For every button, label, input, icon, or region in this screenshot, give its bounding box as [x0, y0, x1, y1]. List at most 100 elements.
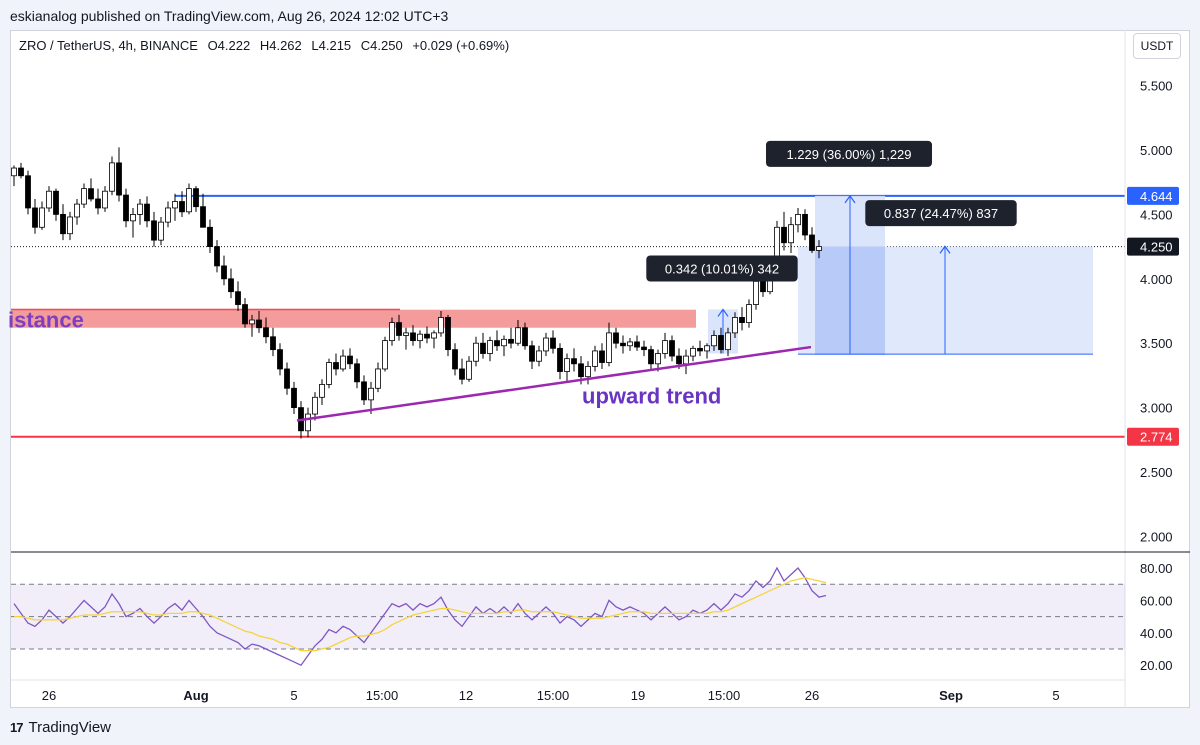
time-tick: 5	[290, 688, 297, 703]
candle-body	[165, 207, 171, 223]
candle-body	[704, 345, 710, 352]
candle-body	[375, 368, 381, 389]
candle-body	[186, 188, 192, 213]
price-tick: 4.000	[1140, 272, 1173, 287]
price-tick: 3.000	[1140, 401, 1173, 416]
candle-body	[326, 362, 332, 385]
trend-label: upward trend	[582, 384, 721, 409]
measure-2-label-bg	[766, 140, 932, 167]
candle-body	[753, 280, 759, 305]
candle-body	[795, 213, 801, 226]
red-level-tag-bg	[1127, 427, 1179, 446]
candle-body	[487, 340, 493, 354]
candle-body	[144, 203, 150, 222]
time-tick: 15:00	[537, 688, 570, 703]
candle-body	[732, 317, 738, 334]
candle-body	[277, 349, 283, 370]
rsi-ma-line	[14, 577, 827, 652]
candle-body	[200, 206, 206, 228]
candle-body	[599, 350, 605, 363]
candle-body	[711, 335, 717, 347]
resistance-zone	[11, 309, 696, 328]
ohlc-high: H4.262	[259, 38, 302, 53]
candle-body	[291, 387, 297, 408]
candle-body	[452, 349, 458, 370]
time-tick: 15:00	[366, 688, 399, 703]
time-tick: 12	[459, 688, 473, 703]
candle-body	[74, 203, 80, 218]
ohlc-change: +0.029 (+0.69%)	[412, 38, 510, 53]
candles	[11, 147, 822, 439]
candle-body	[431, 332, 437, 339]
candle-body	[620, 342, 626, 347]
candle-body	[102, 190, 108, 209]
candle-body	[641, 346, 647, 351]
rsi-line	[13, 566, 827, 667]
currency-button[interactable]: USDT	[1133, 33, 1181, 59]
candle-body	[536, 350, 542, 362]
measure-arrowhead	[717, 308, 729, 317]
candle-body	[403, 332, 409, 336]
candle-body	[529, 345, 535, 362]
measure-arrowhead	[844, 194, 856, 204]
candle-body	[410, 332, 416, 342]
candle-body	[473, 342, 479, 362]
candle-body	[221, 265, 227, 280]
candle-body	[669, 340, 675, 357]
measure-1-label-bg	[646, 255, 798, 282]
price-axis: 2.000 2.500 3.000 3.500 4.000 4.500 5.000 5.500…	[1124, 30, 1179, 708]
candle-body	[193, 188, 199, 208]
candle-body	[32, 207, 38, 228]
symbol-name: ZRO / TetherUS, 4h, BINANCE	[19, 38, 198, 53]
candle-body	[557, 347, 563, 372]
time-tick: 26	[42, 688, 56, 703]
candle-body	[802, 213, 808, 236]
candle-body	[578, 363, 584, 378]
candle-body	[137, 203, 143, 215]
candle-body	[116, 162, 122, 196]
candle-body	[354, 363, 360, 383]
measure-1-label: 0.342 (10.01%) 342	[665, 261, 779, 276]
candle-body	[676, 355, 682, 365]
tradingview-logo-icon: 17	[10, 720, 24, 735]
candle-body	[11, 167, 17, 177]
candle-body	[655, 353, 661, 365]
candle-body	[81, 188, 87, 205]
ohlc-close: C4.250	[360, 38, 403, 53]
candle-body	[347, 355, 353, 365]
candle-body	[480, 342, 486, 354]
candle-body	[130, 213, 136, 222]
candle-body	[123, 194, 129, 222]
chart-frame[interactable]	[10, 30, 1190, 708]
candle-body	[333, 362, 339, 370]
blue-level-tag: 4.644	[1140, 189, 1173, 204]
measure-3-label: 0.837 (24.47%) 837	[884, 206, 998, 221]
candle-body	[739, 317, 745, 323]
ohlc-low: L4.215	[311, 38, 352, 53]
candle-body	[382, 340, 388, 370]
candle-body	[270, 336, 276, 351]
candle-body	[725, 332, 731, 351]
candle-body	[648, 349, 654, 365]
measure-arrowhead	[939, 245, 951, 254]
candle-body	[718, 335, 724, 351]
candle-body	[53, 190, 59, 215]
candle-body	[172, 201, 178, 209]
time-tick: 15:00	[708, 688, 741, 703]
candle-body	[564, 358, 570, 372]
price-tick: 5.000	[1140, 143, 1173, 158]
ohlc-open: O4.222	[207, 38, 251, 53]
tradingview-logo[interactable]: 17 TradingView	[10, 719, 111, 736]
candle-body	[508, 338, 514, 344]
footer	[0, 708, 1200, 745]
time-tick: 19	[631, 688, 645, 703]
candle-body	[466, 360, 472, 380]
candle-body	[760, 280, 766, 293]
candle-body	[613, 332, 619, 344]
candle-body	[438, 317, 444, 334]
candle-body	[592, 350, 598, 367]
rsi-tick: 60.00	[1140, 593, 1173, 608]
candle-body	[781, 226, 787, 244]
candle-body	[256, 319, 262, 329]
